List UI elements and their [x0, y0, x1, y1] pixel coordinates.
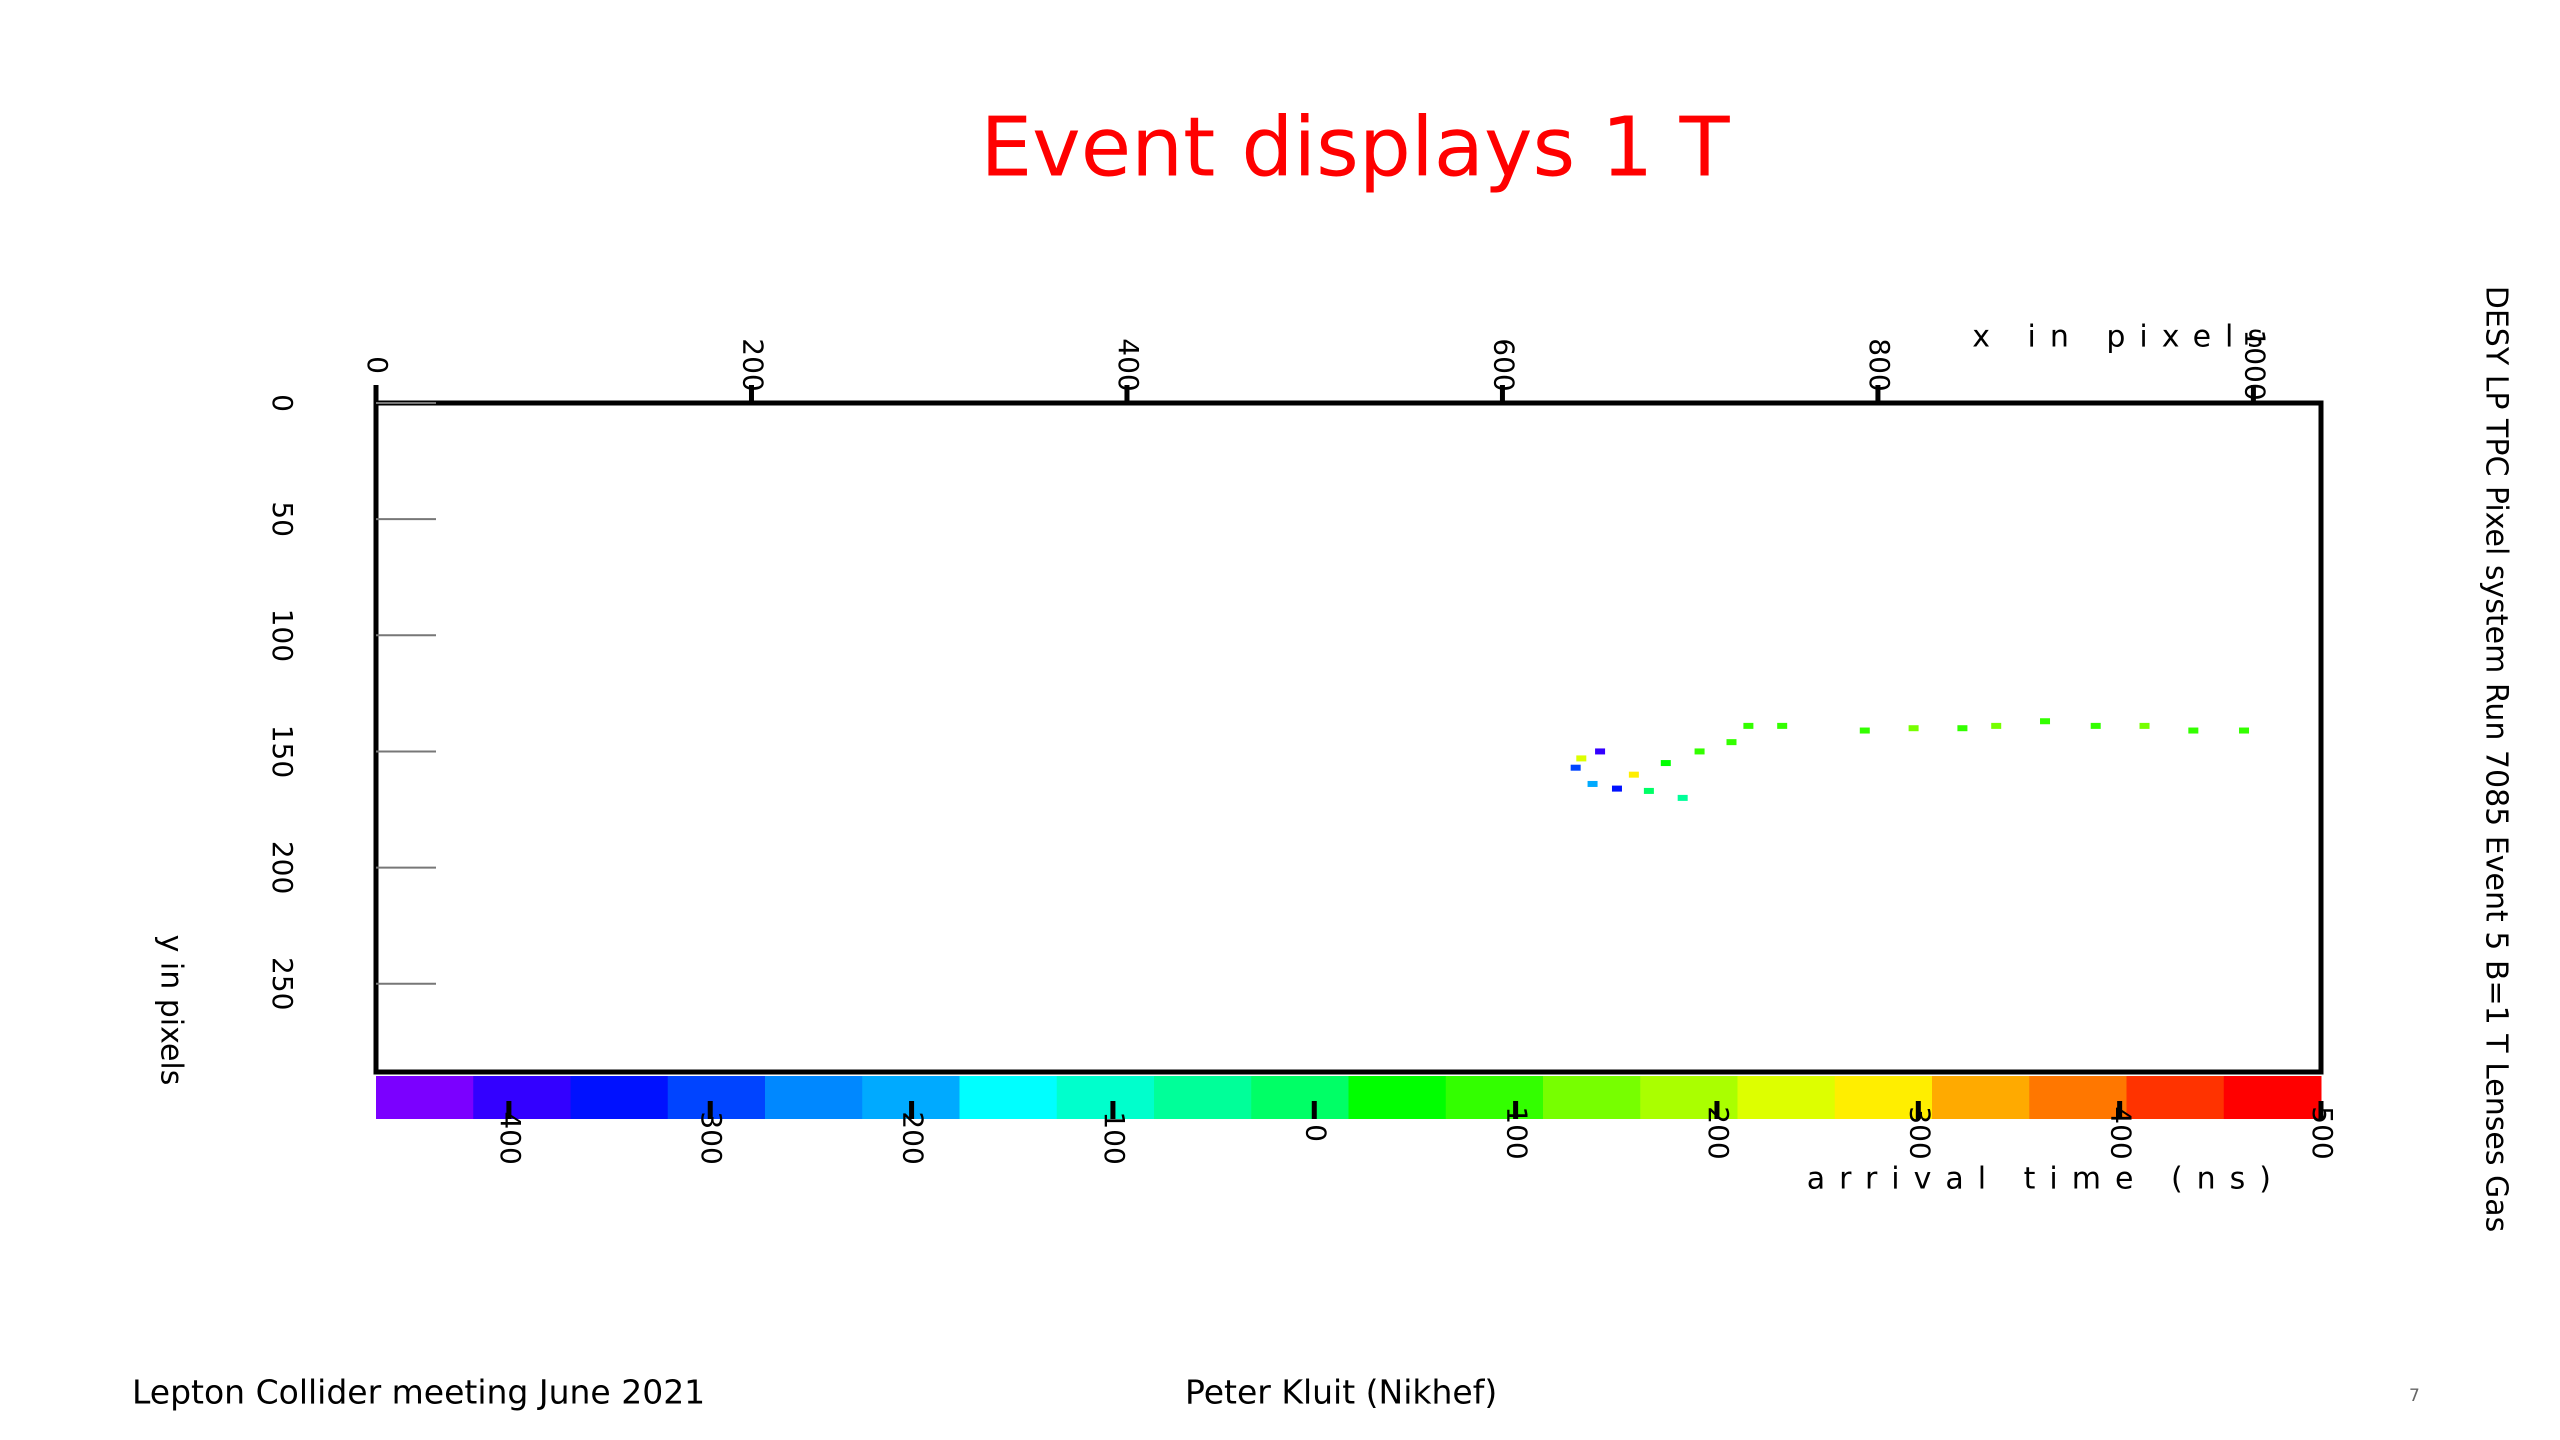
- colorbar-cell: [2126, 1076, 2225, 1119]
- hit: [1570, 764, 1581, 771]
- hit: [1595, 748, 1606, 755]
- colorbar-tick-label: 100: [1501, 1106, 1534, 1159]
- colorbar-cell: [570, 1076, 669, 1119]
- x-tick-label: 800: [1863, 338, 1896, 391]
- colorbar-cell: [1348, 1076, 1447, 1119]
- colorbar-tick-label: 0: [1299, 1124, 1332, 1142]
- x-tick-label: 400: [1112, 338, 1145, 391]
- colorbar-title: arrival time (ns): [1807, 1162, 2285, 1197]
- colorbar-cell: [1932, 1076, 2030, 1119]
- y-tick-label: 200: [266, 841, 299, 894]
- colorbar-cell: [1251, 1076, 1349, 1119]
- colorbar-cell: [1640, 1076, 1738, 1119]
- hit: [2139, 722, 2150, 729]
- y-tick-label: 0: [266, 394, 299, 412]
- plot-frame: [373, 400, 2324, 1075]
- colorbar-tick-label: 500: [2306, 1106, 2339, 1159]
- colorbar-cell: [1154, 1076, 1252, 1119]
- hit: [1908, 725, 1919, 732]
- y-tick-label: 100: [266, 609, 299, 662]
- hit: [1859, 727, 1870, 734]
- x-tick-label: 200: [736, 338, 769, 391]
- colorbar-cell: [667, 1076, 766, 1119]
- y-axis-title: y in pixels: [154, 935, 189, 1086]
- y-tick-label: 150: [266, 725, 299, 778]
- colorbar-tick-label: 400: [2105, 1106, 2138, 1159]
- colorbar-cell: [1737, 1076, 1836, 1119]
- colorbar-cell: [765, 1076, 863, 1119]
- hit: [1694, 748, 1705, 755]
- hit: [1643, 787, 1654, 794]
- hit: [1743, 722, 1754, 729]
- hit: [1777, 722, 1788, 729]
- hit: [1677, 794, 1688, 801]
- colorbar-cell: [2029, 1076, 2127, 1119]
- colorbar-tick-label: -300: [695, 1101, 728, 1165]
- colorbar-tick-label: -200: [897, 1101, 930, 1165]
- hit: [2239, 727, 2250, 734]
- hit: [1628, 771, 1639, 778]
- colorbar-cell: [1056, 1076, 1155, 1119]
- colorbar-tick-label: 200: [1702, 1106, 1735, 1159]
- x-axis-title: x in pixels: [1972, 320, 2277, 355]
- hit: [1611, 785, 1622, 792]
- hit: [2040, 718, 2051, 725]
- hit: [1957, 725, 1968, 732]
- x-tick-label: 600: [1487, 338, 1520, 391]
- colorbar-tick-label: -100: [1098, 1101, 1131, 1165]
- side-label: DESY LP TPC Pixel system Run 7085 Event …: [2479, 286, 2514, 1233]
- y-tick-label: 250: [266, 957, 299, 1010]
- slide-title: Event displays 1 T: [980, 100, 1730, 195]
- hit: [2188, 727, 2199, 734]
- page-number: 7: [2409, 1386, 2420, 1406]
- y-tick-label: 50: [266, 501, 299, 537]
- colorbar-cell: [1543, 1076, 1641, 1119]
- hit: [1587, 780, 1598, 787]
- hit: [2090, 722, 2101, 729]
- hit: [1576, 755, 1587, 762]
- colorbar-tick-label: -400: [494, 1101, 527, 1165]
- colorbar-tick-label: 300: [1903, 1106, 1936, 1159]
- x-tick-label: 0: [361, 356, 394, 374]
- colorbar-cell: [959, 1076, 1058, 1119]
- hit: [1991, 722, 2002, 729]
- colorbar-cell: [1445, 1076, 1544, 1119]
- colorbar-cell: [2223, 1076, 2322, 1119]
- colorbar-cell: [376, 1076, 474, 1119]
- hit: [1660, 760, 1671, 767]
- x-tick-label: 1000: [2238, 329, 2271, 400]
- footer-center: Peter Kluit (Nikhef): [1185, 1373, 1497, 1412]
- hit: [1726, 739, 1737, 746]
- footer-left: Lepton Collider meeting June 2021: [132, 1373, 705, 1412]
- colorbar-cell: [473, 1076, 571, 1119]
